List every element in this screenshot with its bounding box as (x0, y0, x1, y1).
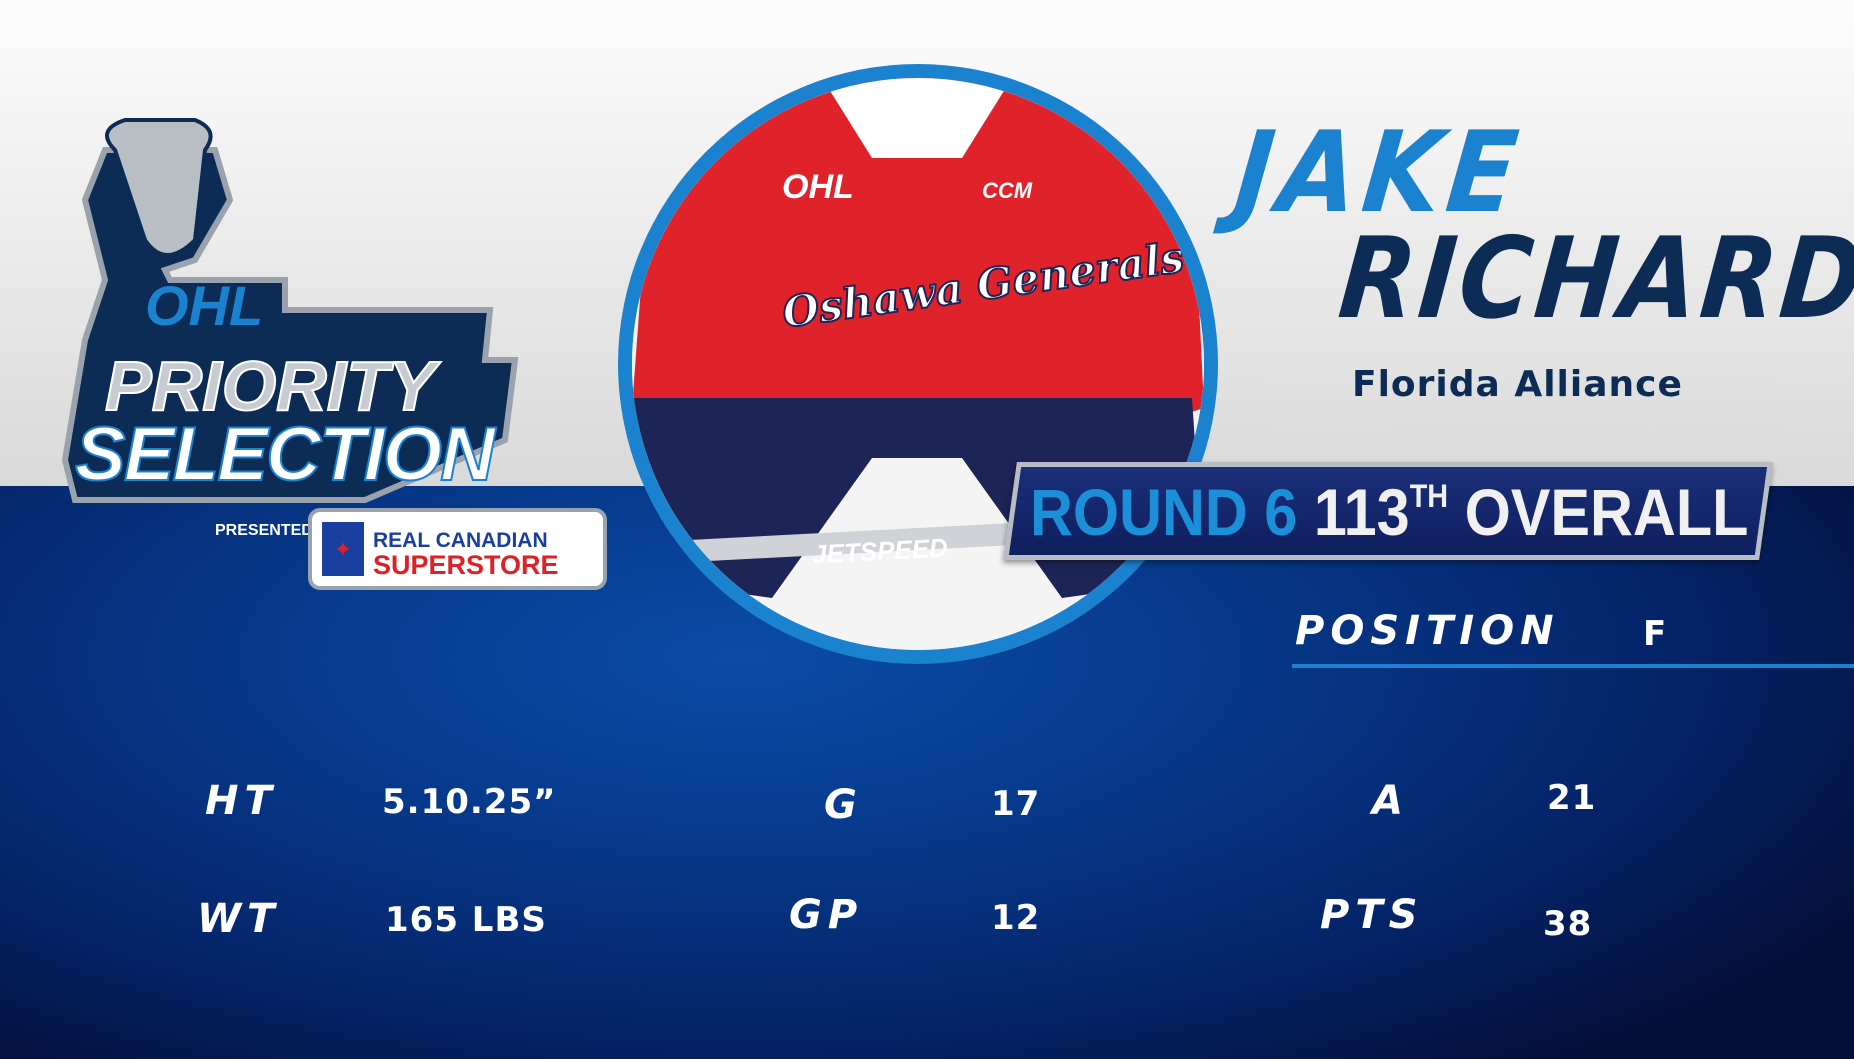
player-image: OHL CCM Oshawa Generals JETSPEED (632, 78, 1204, 650)
pick-text: ROUND 6 113TH OVERALL (1030, 474, 1748, 550)
ohl-logo-text: OHL (145, 274, 263, 337)
position-value: F (1643, 614, 1668, 654)
logo-priority: PRIORITY (105, 347, 441, 425)
ohl-patch: OHL (782, 168, 854, 206)
stat-value-pts: 38 (1543, 904, 1593, 944)
stat-label-g: G (824, 782, 863, 828)
stat-label-a: A (1372, 778, 1409, 824)
stat-value-g: 17 (991, 784, 1041, 824)
sponsor-line2: SUPERSTORE (373, 550, 559, 580)
pick-overall: 113TH OVERALL (1314, 475, 1749, 549)
sponsor-line1: REAL CANADIAN (373, 529, 548, 552)
stat-label-wt: WT (197, 896, 281, 942)
position-label: POSITION (1295, 608, 1560, 654)
player-last-name: RICHARD (1333, 214, 1854, 344)
pick-number: 113 (1313, 475, 1410, 549)
stat-value-a: 21 (1547, 778, 1597, 818)
stat-value-wt: 165 LBS (385, 900, 547, 940)
pick-suffix: TH (1409, 478, 1449, 514)
stick-text: JETSPEED (811, 532, 948, 569)
priority-selection-logo: OHL PRIORITY SELECTION PRESENTED BY ✦ RE… (61, 118, 607, 590)
stat-value-ht: 5.10.25” (382, 782, 557, 822)
position-divider (1292, 664, 1854, 668)
player-photo: OHL CCM Oshawa Generals JETSPEED (618, 64, 1218, 664)
pick-overall-label: OVERALL (1464, 475, 1749, 549)
stat-label-pts: PTS (1320, 892, 1424, 938)
logo-selection: SELECTION (75, 412, 497, 497)
ccm-logo: CCM (982, 178, 1033, 203)
stat-label-gp: GP (789, 892, 864, 938)
maple-leaf-icon: ✦ (334, 538, 352, 563)
pick-round: ROUND 6 (1030, 475, 1298, 549)
stat-label-ht: HT (205, 778, 278, 824)
stat-value-gp: 12 (991, 898, 1041, 938)
player-team: Florida Alliance (1352, 364, 1683, 405)
